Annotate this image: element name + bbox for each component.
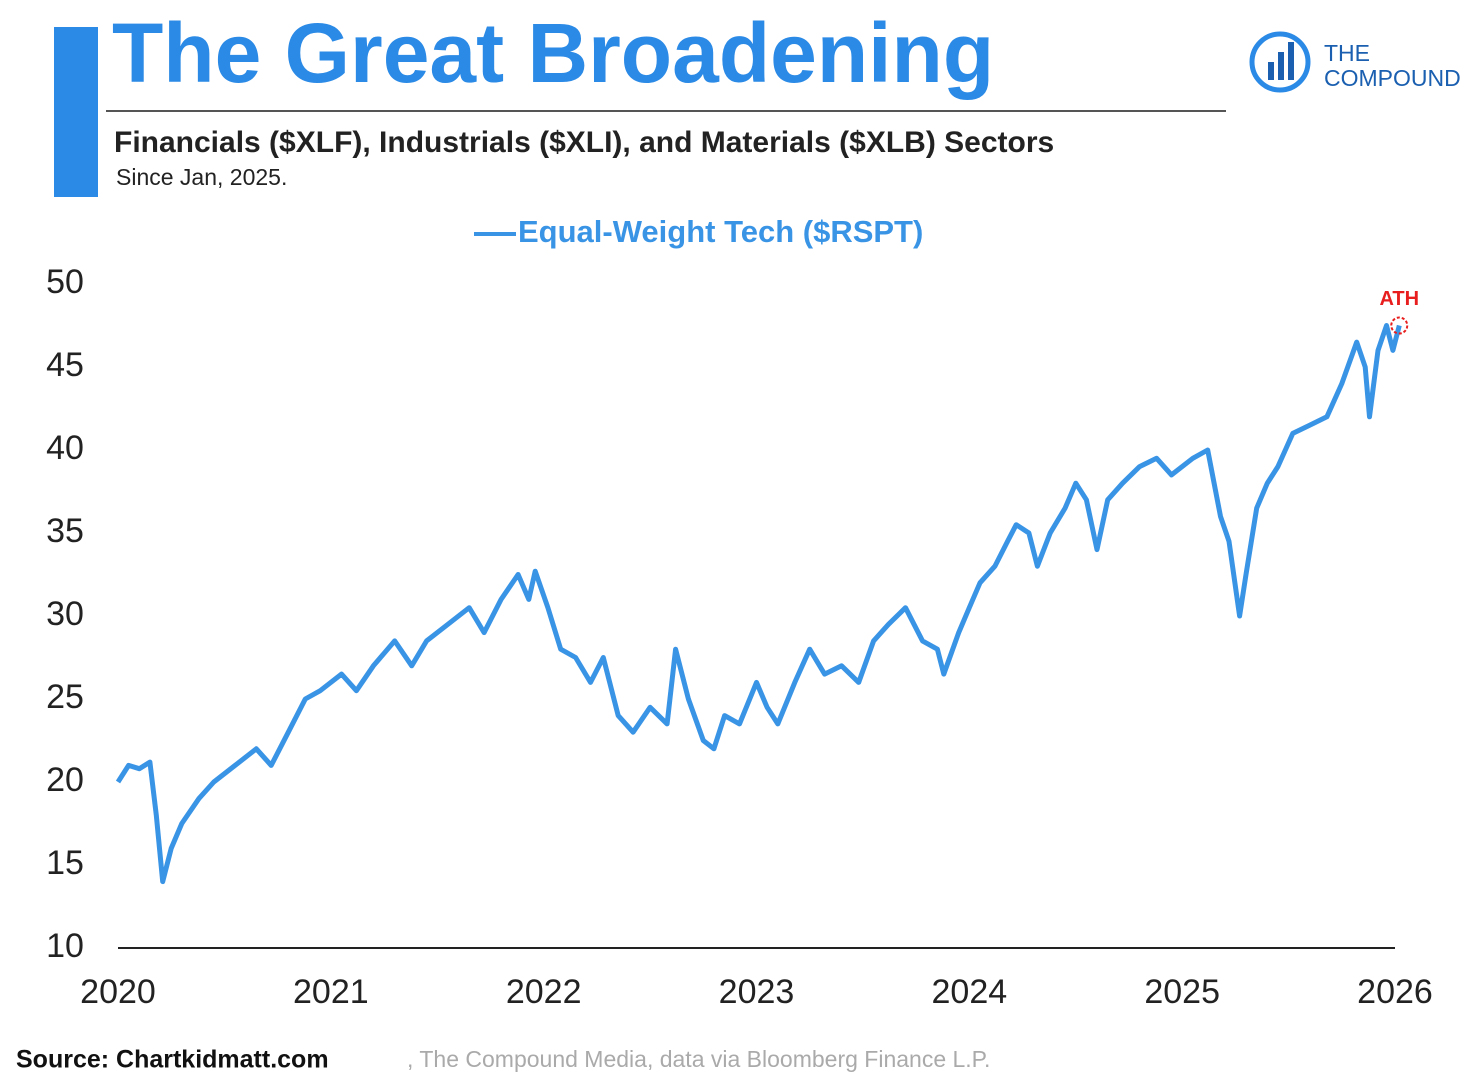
line (115, 323, 1402, 885)
y-tick-label: 15 (46, 844, 84, 882)
x-tick-label: 2022 (506, 973, 582, 1011)
subtitle: Financials ($XLF), Industrials ($XLI), a… (114, 126, 1054, 159)
y-tick-label: 10 (46, 927, 84, 965)
y-tick-label: 50 (46, 263, 84, 301)
x-tick-label: 2020 (80, 973, 156, 1011)
ath-marker (1390, 316, 1409, 335)
source: Source: Chartkidmatt.com (16, 1046, 329, 1074)
x-tick-label: 2025 (1144, 973, 1220, 1011)
logo-text: THE (1324, 40, 1370, 66)
logo-text: COMPOUND (1324, 65, 1461, 91)
note: Since Jan, 2025. (116, 164, 287, 190)
logo-icon (1268, 62, 1274, 80)
x-tick-label: 2023 (719, 973, 795, 1011)
y-tick-label: 35 (46, 512, 84, 550)
x-tick-label: 2026 (1357, 973, 1433, 1011)
y-tick-label: 30 (46, 595, 84, 633)
y-tick-label: 40 (46, 429, 84, 467)
logo-icon (1278, 52, 1284, 80)
y-tick-label: 45 (46, 346, 84, 384)
source: , The Compound Media, data via Bloomberg… (407, 1046, 990, 1072)
logo-icon (1288, 42, 1294, 80)
logo-icon (1249, 31, 1311, 93)
x-tick-label: 2024 (932, 973, 1008, 1011)
accent-bar (54, 27, 98, 197)
legend-label: Equal-Weight Tech ($RSPT) (518, 214, 923, 249)
annotation: ATH (1379, 288, 1419, 310)
y-tick-label: 25 (46, 678, 84, 716)
y-tick-label: 20 (46, 761, 84, 799)
x-tick-label: 2021 (293, 973, 369, 1011)
chart-title: The Great Broadening (112, 6, 994, 100)
